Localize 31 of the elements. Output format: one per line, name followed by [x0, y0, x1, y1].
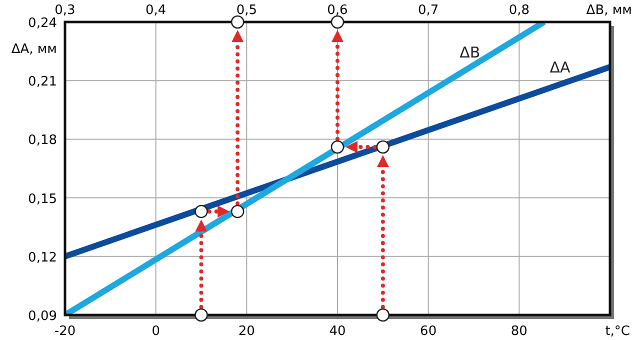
point — [330, 140, 344, 154]
x2-tick-label: 0,8 — [508, 3, 530, 18]
x2-tick-label: 0,5 — [236, 3, 258, 18]
x-tick-label: 20 — [238, 324, 255, 339]
point — [230, 15, 244, 29]
x2-tick-label: 0,3 — [54, 3, 76, 18]
y-tick-label: 0,24 — [28, 16, 57, 31]
x2-tick-label: 0,4 — [145, 3, 166, 18]
x-tick-label: 80 — [510, 324, 528, 339]
point — [376, 140, 390, 154]
y-tick-label: 0,18 — [28, 133, 57, 148]
x-axis-title: t,°C — [605, 324, 630, 339]
x-tick-label: 60 — [420, 324, 437, 339]
point — [194, 308, 208, 322]
point — [194, 204, 208, 218]
x2-tick-label: 0,7 — [418, 3, 439, 18]
series-label: ΔA — [550, 58, 571, 76]
x-tick-label: -20 — [54, 324, 76, 339]
x2-axis-title: ΔB, мм — [586, 3, 632, 18]
series-label: ΔB — [460, 44, 480, 62]
point — [230, 204, 244, 218]
y-axis-title: ΔA, мм — [11, 42, 57, 57]
y-tick-label: 0,12 — [28, 250, 57, 266]
y-tick-label: 0,15 — [28, 192, 57, 207]
x-tick-label: 40 — [329, 324, 346, 339]
x-tick-label: 0 — [152, 324, 160, 339]
y-tick-label: 0,09 — [28, 309, 57, 324]
point — [330, 15, 344, 29]
y-tick-label: 0,21 — [28, 74, 57, 90]
x2-tick-label: 0,6 — [327, 3, 348, 18]
point — [376, 308, 390, 322]
